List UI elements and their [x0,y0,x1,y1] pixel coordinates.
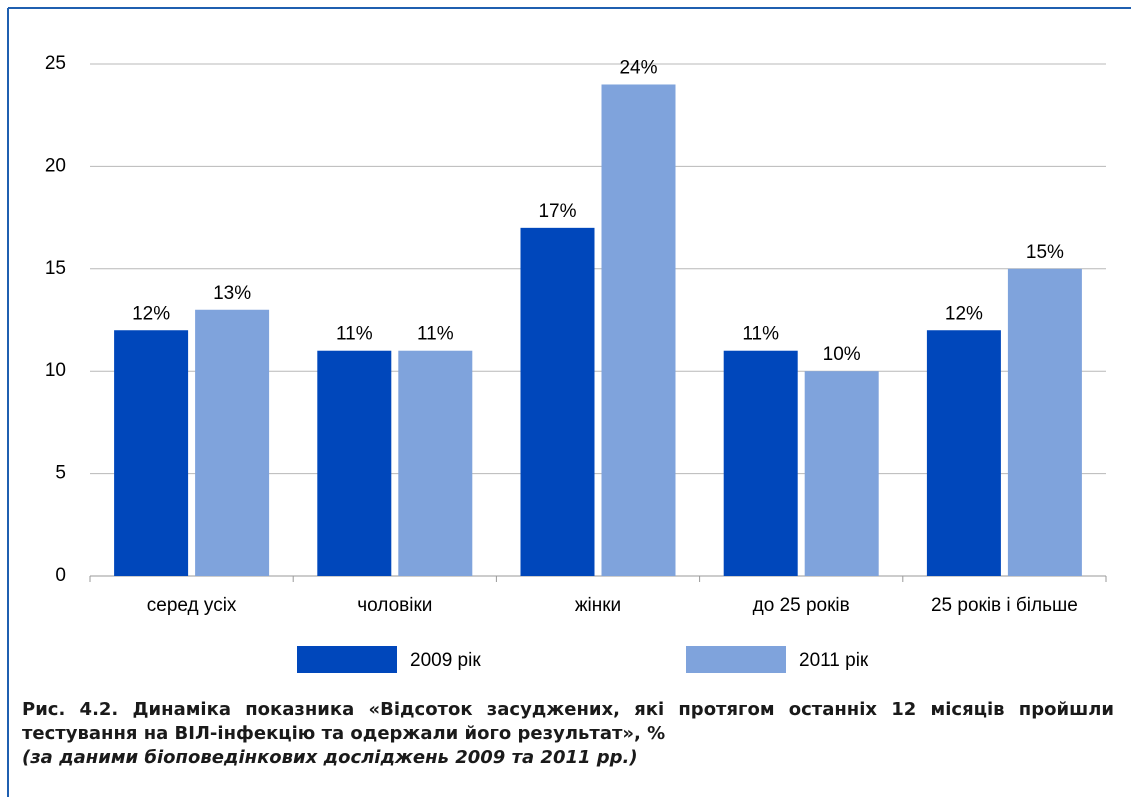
y-tick-label: 5 [55,463,66,484]
caption: Рис. 4.2. Динаміка показника «Відсоток з… [22,699,1114,744]
y-tick-label: 20 [45,155,66,176]
bar [398,350,473,576]
y-tick-label: 10 [45,360,66,381]
bar [601,84,676,576]
value-label: 12% [132,303,170,324]
caption-block: Рис. 4.2. Динаміка показника «Відсоток з… [22,698,1114,770]
source: (за даними біоповедінкових досліджень 20… [22,747,638,768]
legend-label: 2009 рік [410,650,481,671]
bar [114,330,189,576]
x-tick-label: до 25 років [753,595,850,616]
x-tick-label: серед усіх [147,595,237,616]
bar [317,350,392,576]
legend-swatch [686,646,786,673]
value-label: 13% [213,283,251,304]
x-tick-label: жінки [575,595,621,616]
value-label: 24% [619,57,657,78]
bar [926,330,1001,576]
value-label: 11% [336,324,373,345]
bar [804,371,879,576]
legend-label: 2011 рік [799,650,869,671]
value-label: 11% [742,324,779,345]
value-label: 15% [1026,242,1064,263]
x-tick-label: 25 років і більше [931,595,1078,616]
bar [1007,268,1082,576]
bar [520,227,595,576]
y-tick-label: 25 [45,53,66,74]
y-tick-label: 15 [45,258,66,279]
x-tick-label: чоловіки [357,595,432,616]
bar [723,350,798,576]
legend-swatch [297,646,397,673]
value-label: 17% [538,201,576,222]
bar [195,309,270,576]
value-label: 10% [823,344,861,365]
y-tick-label: 0 [55,565,66,586]
value-label: 12% [945,303,983,324]
value-label: 11% [417,324,454,345]
